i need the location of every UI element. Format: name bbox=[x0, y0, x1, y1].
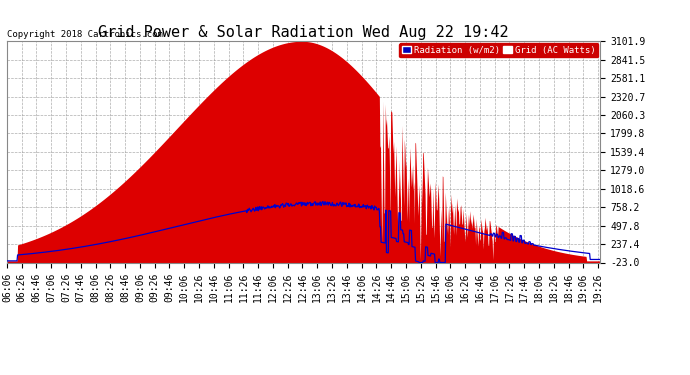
Legend: Radiation (w/m2), Grid (AC Watts): Radiation (w/m2), Grid (AC Watts) bbox=[400, 43, 598, 57]
Text: Copyright 2018 Cartronics.com: Copyright 2018 Cartronics.com bbox=[8, 30, 164, 39]
Title: Grid Power & Solar Radiation Wed Aug 22 19:42: Grid Power & Solar Radiation Wed Aug 22 … bbox=[98, 25, 509, 40]
